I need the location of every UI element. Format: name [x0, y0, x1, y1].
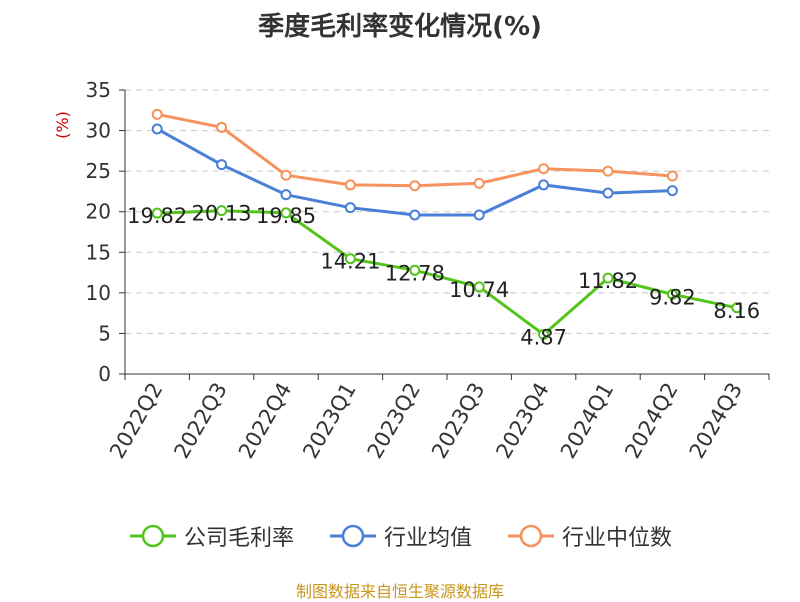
legend-label: 行业中位数 — [562, 526, 673, 551]
data-point — [151, 108, 163, 120]
source-note: 制图数据来自恒生聚源数据库 — [295, 582, 504, 601]
legend-item: 公司毛利率 — [128, 520, 294, 552]
data-point — [216, 159, 228, 171]
y-tick-label: 15 — [86, 240, 111, 264]
legend-swatch-marker — [341, 524, 365, 548]
data-point — [409, 264, 421, 276]
data-point — [602, 187, 614, 199]
data-point — [473, 209, 485, 221]
legend-swatch — [508, 524, 554, 548]
series-2 — [151, 123, 678, 221]
data-point — [344, 253, 356, 265]
data-point — [280, 169, 292, 181]
data-point — [666, 170, 678, 182]
x-tick-label: 2024Q2 — [620, 379, 682, 463]
x-tick-label: 2023Q1 — [298, 379, 360, 463]
y-tick-label: 35 — [86, 78, 111, 102]
data-label: 4.87 — [520, 325, 567, 349]
data-point — [538, 179, 550, 191]
data-point — [344, 179, 356, 191]
data-point — [473, 281, 485, 293]
series-line — [156, 112, 673, 188]
x-tick-label: 2022Q4 — [234, 379, 296, 463]
x-tick-label: 2022Q2 — [105, 379, 167, 463]
legend-item: 行业中位数 — [506, 520, 672, 552]
data-point — [666, 288, 678, 300]
y-tick-label: 20 — [86, 200, 111, 224]
legend-swatch-marker — [141, 524, 165, 548]
series-1 — [151, 205, 743, 340]
data-label: 12.78 — [385, 261, 445, 285]
legend: 公司毛利率 行业均值 行业中位数 — [0, 520, 800, 552]
x-tick-label: 2024Q3 — [685, 379, 747, 463]
data-point — [280, 189, 292, 201]
data-point — [602, 165, 614, 177]
legend-item: 行业均值 — [328, 520, 472, 552]
data-point — [602, 272, 614, 284]
data-point — [280, 207, 292, 219]
gridlines — [125, 89, 769, 334]
y-tick-label: 25 — [86, 159, 111, 183]
data-point — [151, 123, 163, 135]
legend-label: 公司毛利率 — [183, 526, 294, 551]
x-tick-label: 2023Q4 — [491, 379, 553, 463]
data-label: 19.82 — [127, 204, 187, 228]
y-tick-label: 10 — [86, 281, 111, 305]
data-point — [538, 328, 550, 340]
series-layer — [151, 108, 743, 340]
series-3 — [151, 108, 678, 192]
data-label: 10.74 — [449, 278, 509, 302]
series-line — [157, 209, 738, 336]
data-label: 20.13 — [192, 202, 252, 226]
data-label: 19.85 — [256, 204, 316, 228]
data-point — [731, 302, 743, 314]
data-point — [666, 185, 678, 197]
data-label: 14.21 — [320, 250, 380, 274]
data-point — [344, 202, 356, 214]
data-label: 9.82 — [649, 285, 696, 309]
x-tick-label: 2022Q3 — [169, 379, 231, 463]
data-point — [409, 209, 421, 221]
legend-label: 行业均值 — [383, 526, 472, 551]
y-tick-label: 0 — [98, 362, 111, 386]
y-tick-label: 5 — [98, 321, 111, 345]
data-point — [409, 180, 421, 192]
data-point — [151, 207, 163, 219]
data-point — [473, 177, 485, 189]
x-tick-label: 2023Q2 — [363, 379, 425, 463]
y-axis-label: (%) — [53, 111, 72, 139]
data-point — [538, 163, 550, 175]
legend-swatch — [329, 524, 376, 548]
data-label: 8.16 — [713, 299, 760, 323]
x-tick-label: 2023Q3 — [427, 379, 489, 463]
legend-swatch — [129, 524, 176, 548]
chart-title: 季度毛利率变化情况(%) — [258, 12, 542, 42]
data-label: 11.82 — [578, 269, 638, 293]
x-tick-label: 2024Q1 — [556, 379, 618, 463]
data-point — [216, 205, 228, 217]
data-point — [216, 121, 228, 133]
legend-swatch-marker — [519, 524, 543, 548]
y-tick-label: 30 — [86, 119, 111, 143]
